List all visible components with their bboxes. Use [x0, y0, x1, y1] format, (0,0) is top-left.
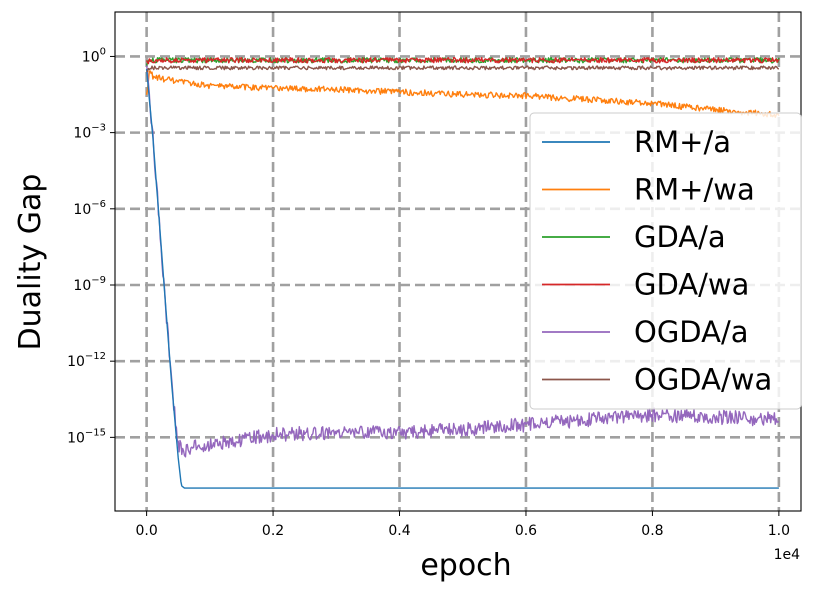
series-line-rm-a	[145, 69, 779, 489]
legend-box	[529, 112, 802, 410]
legend-label: OGDA/wa	[634, 363, 772, 397]
axis-ticks: 0.0 0.2 0.4 0.6 0.8 1.0 100 10−3 10−6 10−9 10−12 10…	[67, 46, 790, 539]
x-tick-label: 0.2	[262, 523, 284, 539]
legend-label: GDA/wa	[634, 268, 749, 302]
y-tick-label: 10−9	[73, 275, 106, 294]
y-tick-label: 100	[82, 46, 106, 65]
y-axis-title: Duality Gap	[13, 174, 48, 351]
x-tick-label: 0.8	[641, 523, 663, 539]
x-tick-label: 0.0	[135, 523, 157, 539]
series-line-ogda-a	[145, 64, 780, 458]
x-tick-label: 0.6	[515, 523, 537, 539]
x-tick-label: 0.4	[388, 523, 410, 539]
series-line-ogda-wa	[146, 65, 780, 73]
x-tick-label: 1.0	[768, 523, 790, 539]
series-line-rm-wa	[145, 70, 780, 119]
y-tick-label: 10−3	[73, 123, 106, 142]
y-tick-label: 10−15	[67, 427, 106, 446]
x-multiplier-label: 1e4	[774, 547, 801, 563]
plot-lines	[145, 57, 780, 489]
legend-label: RM+/a	[634, 125, 731, 159]
legend-label: RM+/wa	[634, 173, 755, 207]
legend-label: GDA/a	[634, 220, 726, 254]
y-tick-label: 10−12	[67, 351, 106, 370]
series-line-gda-wa	[145, 57, 780, 65]
x-axis-title: epoch	[420, 548, 511, 583]
legend: RM+/a RM+/wa GDA/a GDA/wa OGDA/a OGDA/wa	[529, 112, 802, 410]
legend-label: OGDA/a	[634, 315, 749, 349]
y-tick-label: 10−6	[73, 199, 106, 218]
